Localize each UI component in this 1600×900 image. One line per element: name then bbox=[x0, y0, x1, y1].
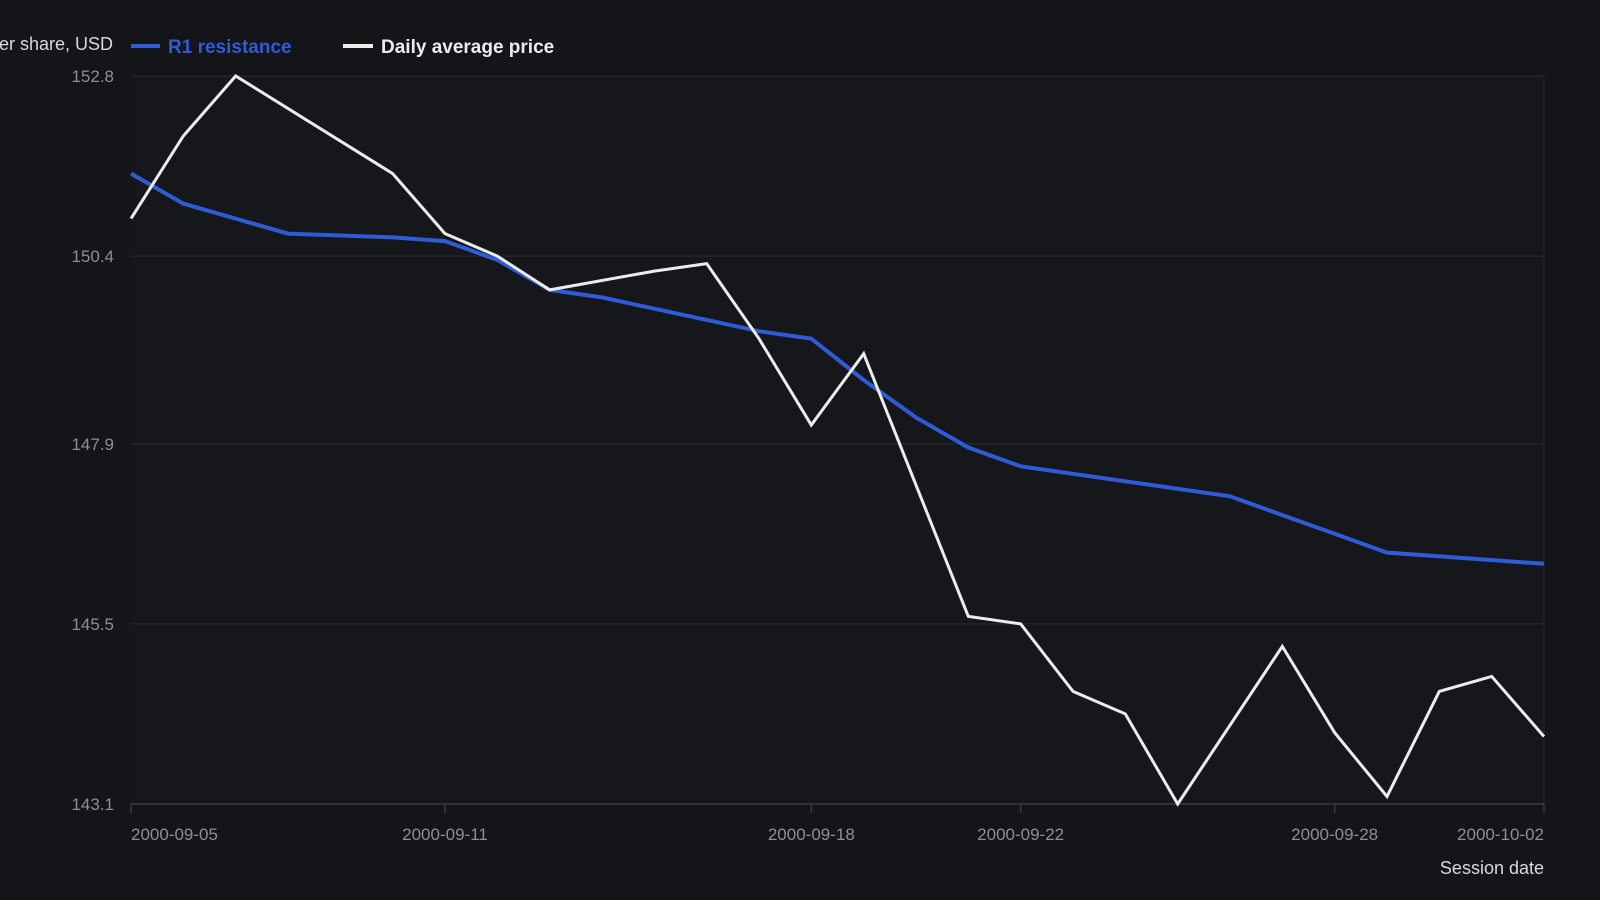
x-tick-label: 2000-10-02 bbox=[1457, 825, 1544, 844]
legend-label-daily-average-price: Daily average price bbox=[381, 37, 554, 58]
y-tick-label: 145.5 bbox=[71, 615, 114, 634]
x-tick-label: 2000-09-18 bbox=[768, 825, 855, 844]
y-axis-ticks: 152.8 150.4 147.9 145.5 143.1 bbox=[71, 67, 114, 814]
x-tick-label: 2000-09-28 bbox=[1291, 825, 1378, 844]
plot-area bbox=[131, 76, 1544, 804]
y-tick-label: 143.1 bbox=[71, 795, 114, 814]
x-tick-label: 2000-09-05 bbox=[131, 825, 218, 844]
x-axis-ticks: 2000-09-05 2000-09-11 2000-09-18 2000-09-22… bbox=[130, 804, 1545, 844]
x-axis-title: Session date bbox=[1440, 858, 1544, 878]
legend: R1 resistance Daily average price bbox=[131, 37, 554, 58]
y-tick-label: 150.4 bbox=[71, 247, 114, 266]
x-tick-label: 2000-09-22 bbox=[977, 825, 1064, 844]
y-tick-label: 147.9 bbox=[71, 435, 114, 454]
x-tick-label: 2000-09-11 bbox=[402, 825, 488, 844]
series-lines bbox=[129, 74, 1546, 807]
series-line-r1-resistance bbox=[130, 171, 1545, 566]
series-line-daily-average-price bbox=[129, 74, 1546, 807]
y-tick-label: 152.8 bbox=[71, 67, 114, 86]
y-axis-title: er share, USD bbox=[0, 34, 113, 54]
legend-label-r1-resistance: R1 resistance bbox=[168, 37, 292, 58]
